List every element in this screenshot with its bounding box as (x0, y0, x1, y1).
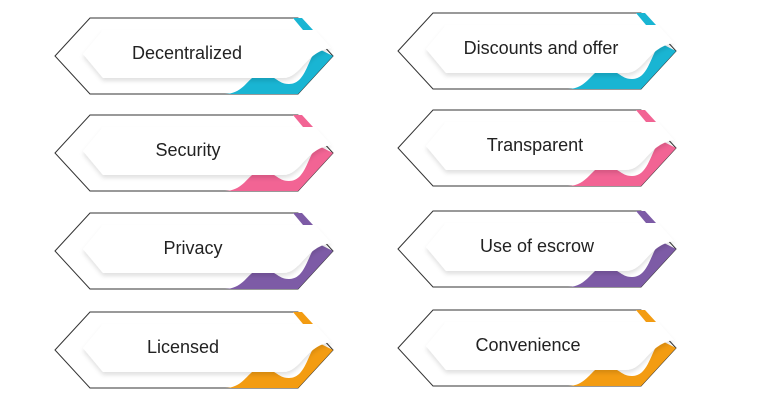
badge-label: Discounts and offer (464, 38, 619, 58)
badge-accent-tip (293, 312, 313, 324)
badge-use-of-escrow: Use of escrow (397, 210, 677, 288)
badge-accent (225, 48, 333, 94)
badge-label: Privacy (163, 238, 222, 258)
badge-inner-panel (426, 25, 674, 73)
badge-discounts-and-offer: Discounts and offer (397, 12, 677, 90)
badge-accent (568, 340, 676, 386)
badge-label: Security (155, 140, 220, 160)
badge-inner-panel (83, 127, 331, 175)
badge-accent-tip (636, 13, 656, 25)
badge-inner-panel (83, 225, 331, 273)
badge-accent-tip (293, 213, 313, 225)
badge-label: Decentralized (132, 43, 242, 63)
badge-accent-tip (293, 18, 313, 30)
badge-licensed: Licensed (54, 311, 334, 389)
badge-accent (568, 241, 676, 287)
badge-label: Convenience (475, 335, 580, 355)
badge-security: Security (54, 114, 334, 192)
badge-accent-tip (636, 211, 656, 223)
badge-privacy: Privacy (54, 212, 334, 290)
badge-decentralized: Decentralized (54, 17, 334, 95)
badge-inner-panel (83, 324, 331, 372)
badge-inner-panel (426, 223, 674, 271)
badge-convenience: Convenience (397, 309, 677, 387)
badge-accent (225, 342, 333, 388)
badge-label: Licensed (147, 337, 219, 357)
badge-label: Transparent (487, 135, 583, 155)
badge-transparent: Transparent (397, 109, 677, 187)
badge-accent (225, 145, 333, 191)
badge-inner-panel (426, 122, 674, 170)
badge-accent-tip (636, 110, 656, 122)
badge-accent (568, 43, 676, 89)
badge-inner-panel (83, 30, 331, 78)
badge-accent-tip (636, 310, 656, 322)
badge-inner-panel (426, 322, 674, 370)
badge-accent (225, 243, 333, 289)
badge-accent (568, 140, 676, 186)
badge-label: Use of escrow (480, 236, 595, 256)
badge-accent-tip (293, 115, 313, 127)
